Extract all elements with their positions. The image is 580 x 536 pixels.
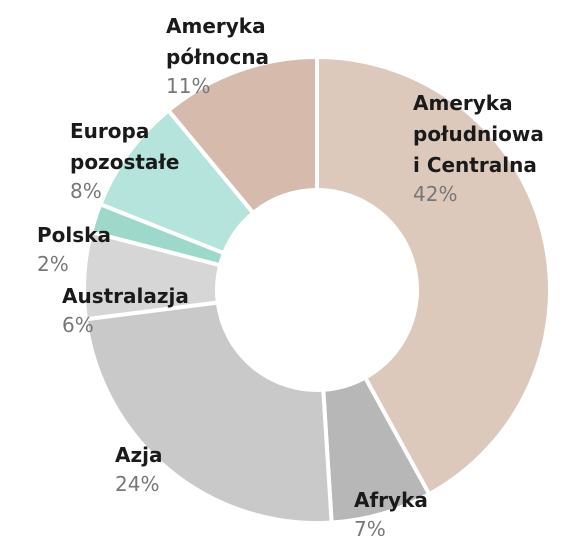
donut-slice xyxy=(165,54,319,216)
donut-slice xyxy=(315,54,552,497)
label-line: Polska xyxy=(37,223,111,247)
label-line: Ameryka xyxy=(166,14,266,38)
category-label: Europa pozostałe xyxy=(70,119,179,174)
value-label: 11% xyxy=(166,74,210,98)
value-label: 2% xyxy=(37,252,69,276)
label-line: Australazja xyxy=(62,284,189,308)
category-label: Afryka xyxy=(354,488,428,512)
label-line: Afryka xyxy=(354,488,428,512)
category-label: Polska xyxy=(37,223,111,247)
label-line: i Centralna xyxy=(413,153,537,177)
label-line: Ameryka xyxy=(413,91,513,115)
donut-slice xyxy=(83,300,334,525)
category-label: Ameryka południowa i Centralna xyxy=(413,91,544,177)
category-label: Australazja xyxy=(62,284,189,308)
value-label: 6% xyxy=(62,313,94,337)
label-line: południowa xyxy=(413,122,544,146)
label-line: Europa xyxy=(70,119,149,143)
label-line: północna xyxy=(166,45,269,69)
value-label: 8% xyxy=(70,179,102,203)
label-line: Azja xyxy=(115,443,162,467)
value-label: 42% xyxy=(413,182,457,206)
value-label: 24% xyxy=(115,472,159,496)
value-label: 7% xyxy=(354,517,386,536)
label-line: pozostałe xyxy=(70,150,179,174)
category-label: Azja xyxy=(115,443,162,467)
category-label: Ameryka północna xyxy=(166,14,269,69)
